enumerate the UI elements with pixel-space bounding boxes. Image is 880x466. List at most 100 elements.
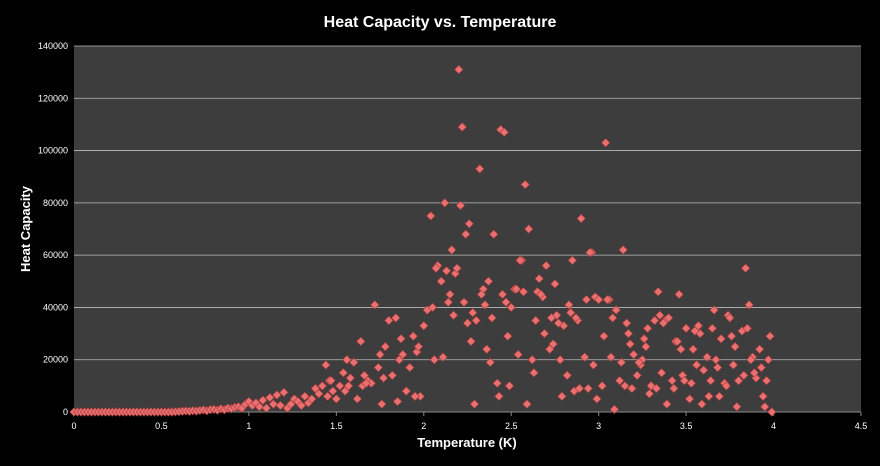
data-point: [343, 381, 354, 391]
data-point: [447, 245, 457, 255]
data-point: [754, 344, 765, 354]
y-tick-label: 40000: [43, 302, 68, 312]
data-point: [326, 376, 336, 386]
data-point: [520, 179, 530, 190]
data-point: [380, 342, 390, 352]
data-point: [450, 268, 460, 279]
data-point: [272, 390, 282, 400]
y-tick-label: 80000: [43, 198, 68, 208]
data-point: [314, 389, 324, 399]
data-point: [580, 352, 590, 362]
data-point: [419, 321, 429, 331]
data-point: [616, 357, 627, 367]
data-point: [746, 355, 756, 365]
data-point: [557, 391, 567, 401]
x-tick-label: 4: [771, 421, 776, 431]
y-tick-label: 120000: [38, 93, 68, 103]
data-point: [457, 122, 467, 132]
data-point: [504, 381, 515, 391]
plot-area: [74, 46, 861, 412]
data-point: [709, 305, 719, 315]
data-point: [524, 224, 534, 234]
data-point: [518, 287, 529, 297]
data-point: [602, 294, 613, 305]
data-point: [436, 276, 446, 286]
data-point: [527, 355, 537, 365]
data-point: [373, 362, 383, 373]
data-point: [307, 394, 317, 404]
data-point: [576, 213, 586, 224]
data-point: [611, 305, 621, 315]
data-point: [704, 391, 714, 401]
data-point: [608, 313, 618, 323]
data-point: [501, 297, 511, 307]
data-point: [588, 360, 599, 370]
data-point: [681, 323, 691, 333]
x-axis-title: Temperature (K): [417, 435, 516, 450]
data-point: [744, 300, 754, 310]
data-point: [594, 294, 604, 305]
data-point: [275, 400, 285, 411]
data-point: [331, 394, 341, 404]
data-point: [707, 323, 717, 333]
data-point: [448, 310, 459, 320]
data-point: [375, 349, 385, 360]
data-point: [763, 355, 773, 365]
data-point: [413, 342, 424, 352]
data-point: [529, 368, 539, 378]
data-point: [615, 376, 625, 386]
data-point: [702, 352, 712, 362]
data-point: [497, 289, 508, 299]
data-point: [426, 211, 436, 221]
data-point: [499, 127, 509, 137]
data-point: [440, 198, 450, 208]
data-point: [482, 344, 492, 354]
data-point: [564, 300, 574, 310]
data-point: [730, 342, 740, 352]
data-point: [629, 349, 639, 360]
data-point: [641, 342, 651, 352]
data-point: [356, 336, 366, 347]
data-point: [300, 391, 310, 401]
data-point: [726, 331, 737, 341]
y-tick-label: 0: [63, 407, 68, 417]
data-point: [686, 378, 696, 388]
data-point: [655, 310, 665, 320]
data-point: [429, 355, 439, 365]
data-point: [515, 255, 525, 265]
data-point: [546, 313, 557, 323]
x-tick-label: 1: [246, 421, 251, 431]
data-point: [475, 164, 485, 174]
data-point: [541, 260, 551, 271]
data-point: [476, 289, 487, 299]
data-point: [761, 376, 772, 386]
data-point: [345, 373, 355, 383]
data-point: [454, 64, 464, 75]
data-point: [627, 383, 637, 394]
data-point: [550, 279, 560, 289]
data-point: [756, 362, 766, 373]
data-point: [401, 386, 411, 396]
data-point: [534, 274, 544, 284]
data-point: [441, 266, 452, 276]
data-point: [487, 313, 497, 323]
data-point: [322, 391, 333, 401]
data-point: [317, 381, 327, 391]
data-point: [574, 383, 585, 394]
data-point: [279, 387, 289, 398]
data-point: [377, 399, 387, 409]
data-point: [384, 315, 394, 326]
data-point: [643, 323, 653, 333]
data-point: [489, 229, 499, 239]
data-point: [742, 323, 752, 333]
data-point: [597, 381, 607, 391]
data-point: [468, 308, 478, 318]
data-point: [539, 328, 550, 339]
data-point: [396, 334, 406, 344]
data-point: [740, 263, 751, 273]
data-point: [511, 284, 522, 294]
data-point: [599, 331, 609, 341]
y-tick-label: 20000: [43, 355, 68, 365]
data-point: [548, 339, 558, 349]
data-point: [296, 400, 306, 411]
